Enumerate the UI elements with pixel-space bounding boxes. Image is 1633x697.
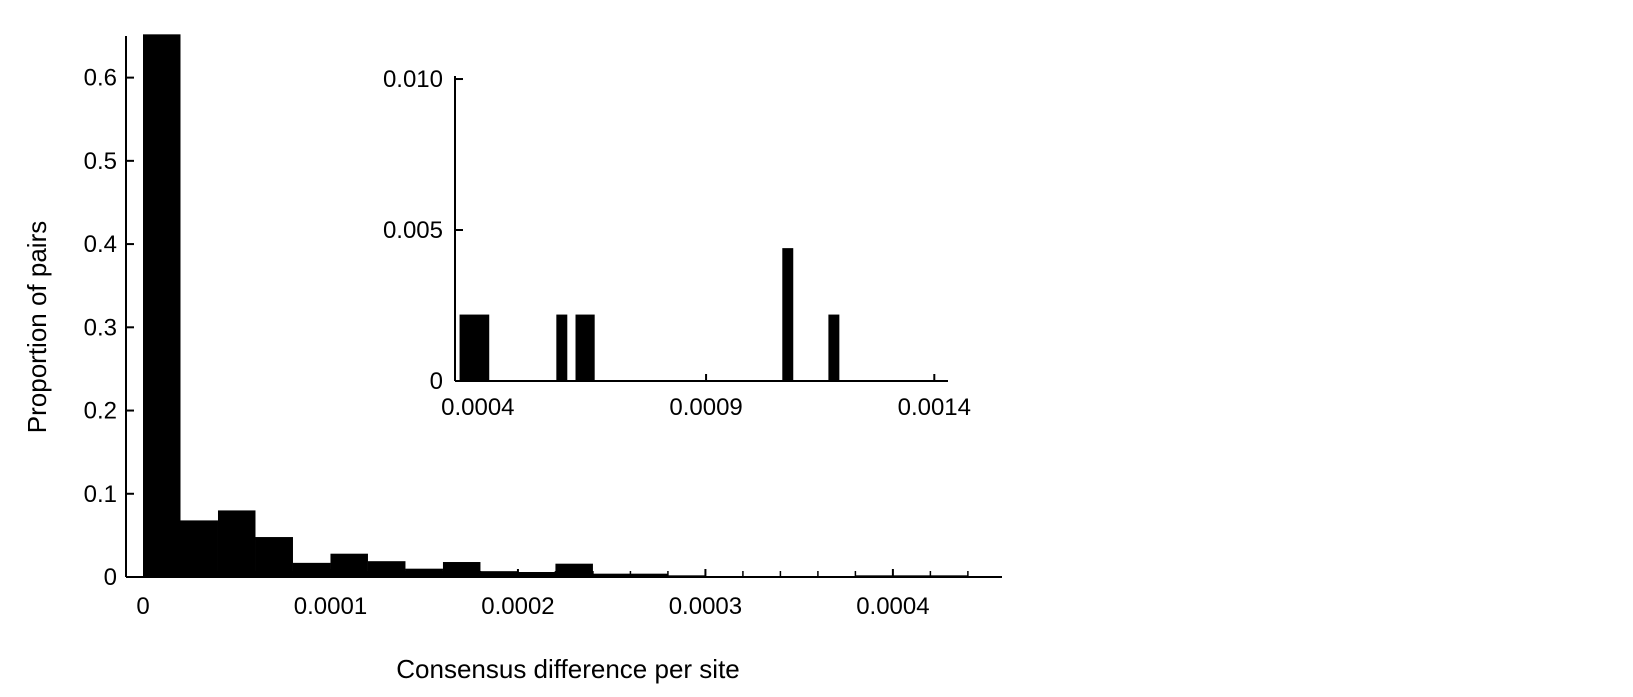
x-tick-label: 0.0004 [856,593,929,620]
x-axis-label: Consensus difference per site [396,654,740,684]
y-tick-label: 0.2 [84,398,117,425]
histogram-bar [442,562,481,577]
inset-histogram-bar [556,314,568,381]
y-tick-label: 0.5 [84,148,117,175]
x-tick-label: 0 [136,593,149,620]
histogram-bar [143,34,181,577]
y-tick-label: 0.6 [84,65,117,92]
inset-histogram-bar [782,248,794,381]
histogram-bar [555,563,593,577]
histogram-bar [217,510,256,577]
inset-x-tick-label: 0.0004 [441,394,514,421]
histogram-bar [405,568,443,577]
main-histogram-bars [143,34,968,577]
x-tick-label: 0.0003 [669,593,742,620]
y-tick-label: 0.3 [84,314,117,341]
y-tick-label: 0 [104,564,117,591]
histogram-bar [592,573,631,577]
inset-axes: 0 0.005 0.010 0.0004 0.0009 0.0014 [383,66,971,421]
histogram-bar [367,561,406,577]
histogram-bar [517,572,556,577]
histogram-bar [292,562,331,577]
inset-histogram-bars [459,248,840,381]
inset-y-tick-label: 0.005 [383,217,443,244]
x-tick-label: 0.0002 [481,593,554,620]
y-tick-label: 0.4 [84,231,117,258]
inset-histogram-bar [575,314,595,381]
histogram-bar [255,537,293,577]
inset-y-tick-label: 0.010 [383,66,443,93]
histogram-bar [330,553,368,577]
inset-x-tick-label: 0.0014 [898,394,971,421]
inset-x-tick-label: 0.0009 [669,394,742,421]
histogram-bar [180,520,218,577]
y-axis-label: Proportion of pairs [22,221,52,433]
inset-y-tick-label: 0 [430,368,443,395]
y-tick-label: 0.1 [84,481,117,508]
main-axes: 0 0.1 0.2 0.3 0.4 0.5 0.6 0 0.0001 0.0002 0.0003 0.… [84,36,1002,620]
histogram-bar [630,573,668,577]
inset-histogram-bar [828,314,840,381]
histogram-bar [480,571,518,577]
inset-histogram-bar [459,314,490,381]
x-tick-label: 0.0001 [294,593,367,620]
